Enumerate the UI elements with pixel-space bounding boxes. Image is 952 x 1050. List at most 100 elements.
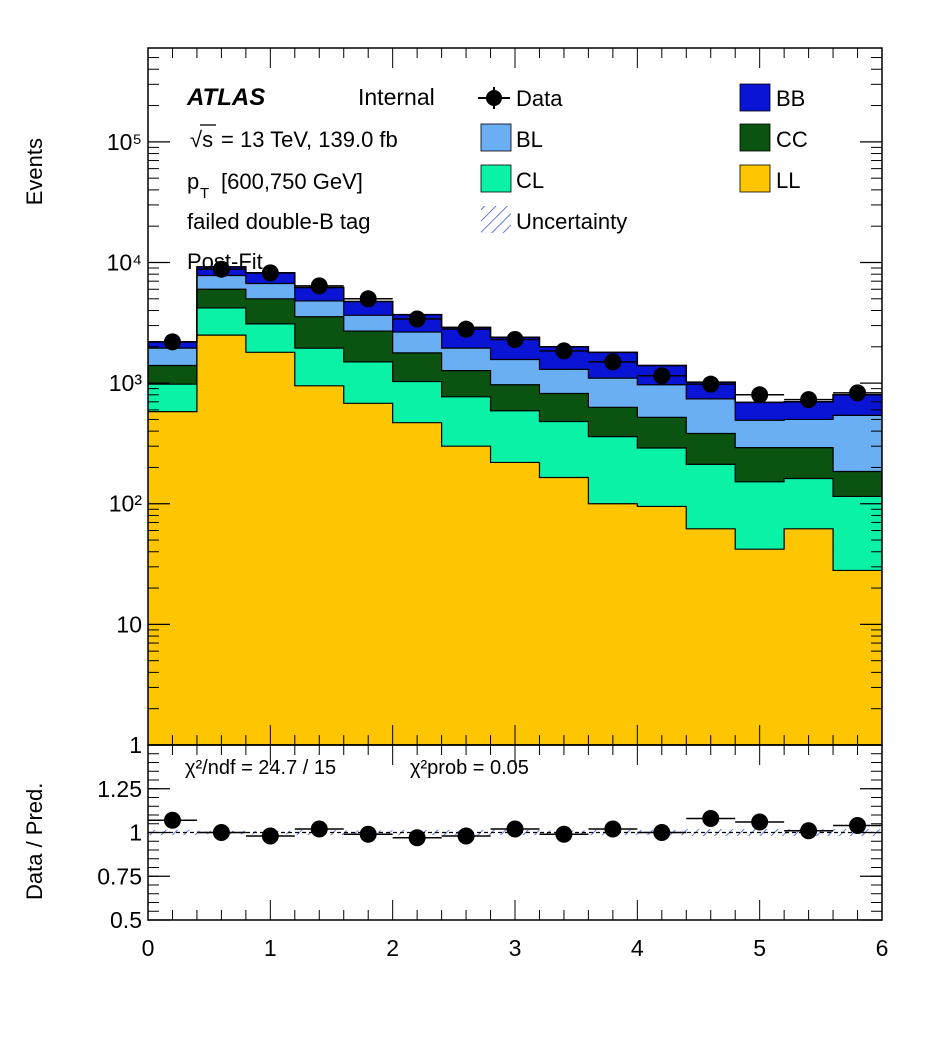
legend-swatch-bl bbox=[480, 123, 512, 152]
data-point bbox=[245, 264, 295, 282]
data-point bbox=[441, 320, 491, 338]
x-tick-label: 4 bbox=[631, 935, 644, 961]
ratio-data-marker bbox=[751, 813, 769, 831]
ratio-data-point bbox=[343, 825, 393, 843]
ratio-data-marker bbox=[261, 827, 279, 845]
main-y-tick-label: 10² bbox=[109, 491, 143, 517]
data-point bbox=[784, 391, 834, 409]
data-point-marker bbox=[800, 391, 818, 409]
data-point bbox=[392, 310, 442, 328]
data-point bbox=[196, 260, 246, 278]
x-tick-label: 6 bbox=[876, 935, 889, 961]
selection-label: failed double-B tag bbox=[187, 209, 370, 234]
data-point-marker bbox=[408, 310, 426, 328]
data-point-marker bbox=[849, 384, 867, 402]
legend-label-bl: BL bbox=[516, 127, 543, 152]
ratio-data-marker bbox=[359, 825, 377, 843]
ratio-y-tick-label: 0.5 bbox=[110, 907, 142, 933]
legend-entry-cl: CL bbox=[480, 164, 544, 193]
data-point-marker bbox=[457, 320, 475, 338]
legend-swatch-cc bbox=[739, 123, 771, 152]
data-point-marker bbox=[751, 386, 769, 404]
ratio-data-point bbox=[392, 829, 442, 847]
x-tick-label: 5 bbox=[753, 935, 766, 961]
legend-label-ll: LL bbox=[776, 168, 800, 193]
ratio-data-point bbox=[539, 825, 589, 843]
pt-symbol: p bbox=[187, 169, 199, 194]
ratio-data-point bbox=[784, 822, 834, 840]
ratio-data-point bbox=[196, 824, 246, 841]
fit-stage-label: Post-Fit bbox=[187, 249, 263, 274]
ratio-data-marker bbox=[653, 824, 671, 841]
stacked-histogram-layer bbox=[148, 266, 882, 745]
ratio-y-tick-label: 0.75 bbox=[97, 863, 142, 889]
chi2-ndf-label: χ²/ndf = 24.7 / 15 bbox=[185, 757, 336, 779]
legend-label-bb: BB bbox=[776, 86, 805, 111]
main-histogram-panel: 1 10 10² 10³ 10⁴ 10⁵ bbox=[107, 47, 883, 758]
ratio-data-marker bbox=[310, 820, 328, 838]
data-point-marker bbox=[163, 333, 181, 351]
main-data-points-layer bbox=[148, 260, 882, 409]
ratio-data-marker bbox=[506, 820, 524, 838]
legend-label-uncertainty: Uncertainty bbox=[516, 209, 627, 234]
ratio-data-point bbox=[735, 813, 785, 831]
x-tick-label: 3 bbox=[509, 935, 522, 961]
legend-label-cc: CC bbox=[776, 127, 808, 152]
x-tick-label: 1 bbox=[264, 935, 277, 961]
x-tick-label: 0 bbox=[142, 935, 155, 961]
ratio-axes: 0.5 0.75 1 1.25 0 1 2 3 4 5 6 bbox=[97, 744, 889, 961]
legend: Data BL CL Uncertainty BB CC LL bbox=[478, 83, 808, 234]
main-y-tick-label: 10³ bbox=[109, 370, 143, 396]
data-point bbox=[294, 277, 344, 295]
legend-swatch-cl bbox=[480, 164, 512, 193]
atlas-experiment-label: ATLAS bbox=[186, 84, 265, 111]
data-point bbox=[588, 353, 638, 371]
data-point-marker bbox=[653, 367, 671, 385]
legend-label-cl: CL bbox=[516, 168, 544, 193]
ratio-data-marker bbox=[849, 817, 867, 834]
data-point-marker bbox=[604, 353, 622, 371]
data-point-marker bbox=[506, 330, 524, 348]
legend-swatch-ll bbox=[739, 164, 771, 193]
data-point-marker bbox=[310, 277, 328, 295]
ratio-data-point bbox=[588, 820, 638, 838]
ratio-panel: 0.5 0.75 1 1.25 0 1 2 3 4 5 6 bbox=[97, 744, 889, 961]
ratio-data-point bbox=[441, 827, 491, 845]
chi2-prob-label: χ²prob = 0.05 bbox=[410, 757, 529, 779]
data-point-marker bbox=[359, 290, 377, 308]
ratio-data-marker bbox=[457, 827, 475, 845]
ratio-y-tick-label: 1 bbox=[129, 820, 142, 846]
ratio-data-marker bbox=[604, 820, 622, 838]
ratio-data-point bbox=[245, 827, 295, 845]
data-point bbox=[686, 375, 736, 393]
legend-entry-data: Data bbox=[478, 86, 563, 111]
data-point bbox=[148, 333, 197, 351]
ratio-data-point bbox=[294, 820, 344, 838]
ratio-data-marker bbox=[800, 822, 818, 840]
legend-data-marker bbox=[486, 90, 502, 106]
pt-subscript: T bbox=[200, 185, 209, 202]
legend-label-data: Data bbox=[516, 86, 563, 111]
legend-swatch-bb bbox=[739, 83, 771, 112]
ratio-data-point bbox=[686, 810, 736, 827]
ratio-data-point bbox=[148, 811, 197, 829]
ratio-data-marker bbox=[555, 825, 573, 843]
x-tick-label: 2 bbox=[386, 935, 399, 961]
main-y-tick-label: 10⁵ bbox=[107, 129, 142, 155]
ratio-y-axis-title: Data / Pred. bbox=[22, 783, 47, 900]
pt-range-label: [600,750 GeV] bbox=[221, 169, 363, 194]
ratio-data-point bbox=[637, 824, 687, 841]
ratio-data-points-layer bbox=[148, 810, 882, 847]
legend-entry-cc: CC bbox=[739, 123, 808, 152]
data-point bbox=[343, 290, 393, 308]
legend-entry-bb: BB bbox=[739, 83, 805, 112]
legend-entry-bl: BL bbox=[480, 123, 543, 152]
atlas-label-block: ATLAS Internal √s = 13 TeV, 139.0 fb p T… bbox=[186, 84, 435, 274]
data-point-marker bbox=[212, 260, 230, 278]
ratio-data-marker bbox=[702, 810, 720, 827]
data-point-marker bbox=[702, 375, 720, 393]
data-point-marker bbox=[261, 264, 279, 282]
sqrt-s-symbol: √s bbox=[190, 127, 213, 152]
data-point bbox=[490, 330, 540, 348]
